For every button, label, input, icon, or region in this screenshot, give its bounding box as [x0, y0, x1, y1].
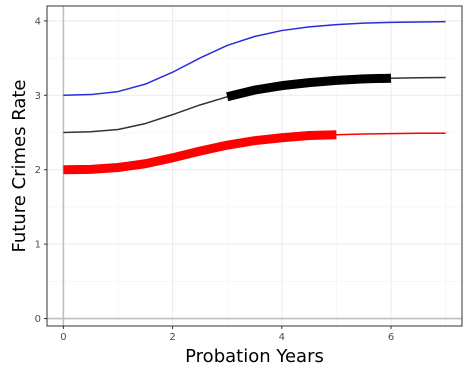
x-axis-ticks: 0 2 4 6 [60, 326, 394, 343]
series-line [63, 20, 446, 97]
series-lines [63, 20, 446, 175]
x-tick-label: 6 [388, 332, 394, 343]
x-tick-label: 2 [169, 332, 175, 343]
y-axis-title: Future Crimes Rate [9, 80, 30, 253]
series-highlight-segment [63, 130, 337, 175]
series-highlight-segment [226, 73, 392, 102]
y-tick-label: 4 [35, 16, 41, 27]
y-tick-label: 3 [35, 91, 41, 102]
minor-gridlines [47, 6, 462, 326]
y-tick-label: 1 [35, 240, 41, 251]
y-tick-label: 0 [35, 314, 41, 325]
x-tick-label: 0 [60, 332, 66, 343]
plot-panel-border [46, 5, 463, 327]
y-tick-label: 2 [35, 165, 41, 176]
x-axis-title: Probation Years [185, 346, 324, 367]
x-tick-label: 4 [279, 332, 285, 343]
y-axis-ticks: 0 1 2 3 4 [35, 16, 47, 325]
